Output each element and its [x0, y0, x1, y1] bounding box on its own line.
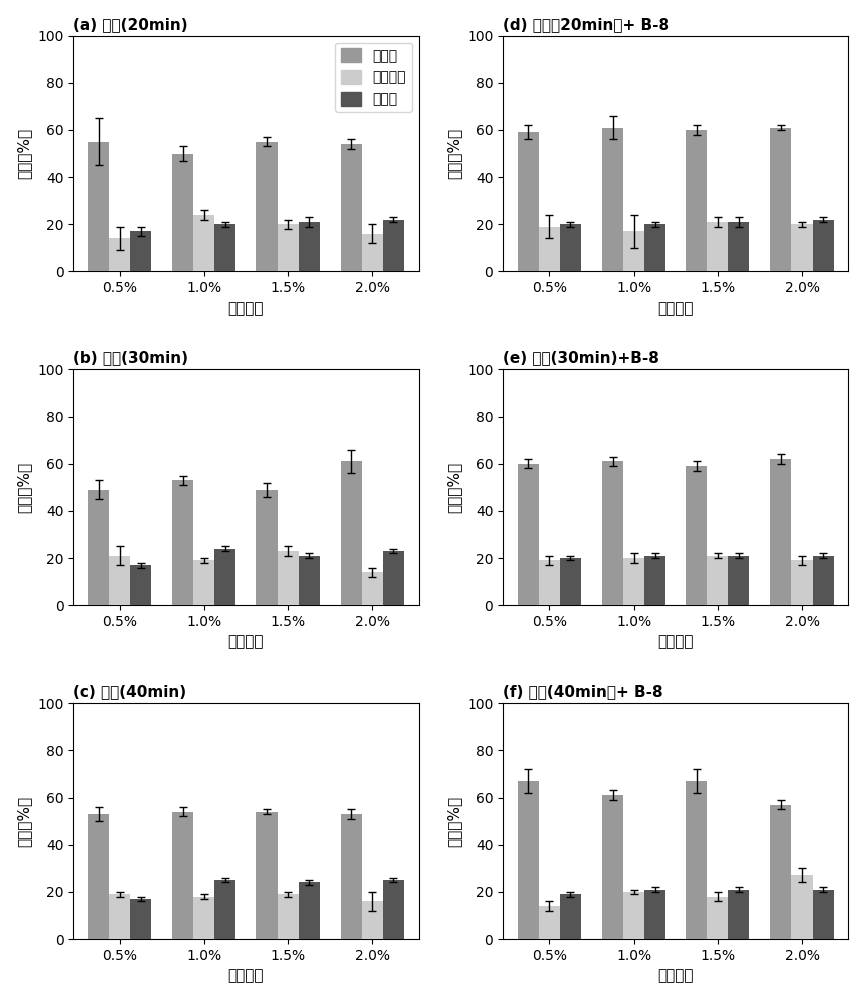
- Bar: [560, 558, 581, 605]
- Bar: [623, 558, 644, 605]
- X-axis label: 硫酸浓度: 硫酸浓度: [657, 968, 694, 983]
- Bar: [686, 130, 708, 271]
- Bar: [383, 551, 404, 605]
- Bar: [298, 882, 320, 939]
- X-axis label: 硫酸浓度: 硫酸浓度: [657, 301, 694, 316]
- Legend: 纤维素, 半纤维素, 木质素: 纤维素, 半纤维素, 木质素: [335, 43, 412, 112]
- Bar: [88, 142, 109, 271]
- Bar: [130, 231, 151, 271]
- Bar: [215, 224, 235, 271]
- Bar: [602, 128, 623, 271]
- Bar: [518, 132, 539, 271]
- Bar: [560, 224, 581, 271]
- Bar: [362, 901, 383, 939]
- Bar: [602, 461, 623, 605]
- Bar: [257, 490, 278, 605]
- Bar: [560, 894, 581, 939]
- X-axis label: 硫酸浓度: 硫酸浓度: [657, 635, 694, 650]
- Bar: [708, 222, 728, 271]
- Y-axis label: 含量（%）: 含量（%）: [16, 462, 32, 513]
- Bar: [602, 795, 623, 939]
- Bar: [518, 464, 539, 605]
- Bar: [644, 224, 665, 271]
- Bar: [215, 549, 235, 605]
- Bar: [791, 224, 812, 271]
- Bar: [362, 234, 383, 271]
- Text: (f) 硫酸(40min）+ B-8: (f) 硫酸(40min）+ B-8: [503, 684, 663, 699]
- Bar: [362, 572, 383, 605]
- Bar: [539, 227, 560, 271]
- Bar: [728, 890, 749, 939]
- Bar: [298, 556, 320, 605]
- Bar: [539, 560, 560, 605]
- Bar: [298, 222, 320, 271]
- Bar: [172, 154, 194, 271]
- Bar: [812, 220, 834, 271]
- Text: (c) 硫酸(40min): (c) 硫酸(40min): [74, 684, 187, 699]
- Bar: [771, 128, 791, 271]
- Bar: [623, 892, 644, 939]
- Bar: [109, 556, 130, 605]
- Bar: [278, 551, 298, 605]
- Bar: [728, 222, 749, 271]
- Text: (e) 硫酸(30min)+B-8: (e) 硫酸(30min)+B-8: [503, 350, 659, 365]
- Bar: [341, 144, 362, 271]
- Bar: [728, 556, 749, 605]
- Bar: [771, 459, 791, 605]
- Bar: [383, 220, 404, 271]
- Bar: [771, 805, 791, 939]
- X-axis label: 硫酸浓度: 硫酸浓度: [227, 635, 264, 650]
- Bar: [109, 894, 130, 939]
- Text: (b) 硫酸(30min): (b) 硫酸(30min): [74, 350, 189, 365]
- Bar: [383, 880, 404, 939]
- Bar: [88, 814, 109, 939]
- Bar: [130, 899, 151, 939]
- Bar: [644, 556, 665, 605]
- Bar: [791, 560, 812, 605]
- Bar: [194, 897, 215, 939]
- Text: (d) 硫酸（20min）+ B-8: (d) 硫酸（20min）+ B-8: [503, 17, 670, 32]
- Bar: [708, 556, 728, 605]
- Bar: [686, 781, 708, 939]
- Bar: [644, 890, 665, 939]
- Bar: [708, 897, 728, 939]
- Bar: [172, 812, 194, 939]
- Bar: [812, 556, 834, 605]
- Bar: [88, 490, 109, 605]
- X-axis label: 硫酸浓度: 硫酸浓度: [227, 968, 264, 983]
- Text: (a) 硫酸(20min): (a) 硫酸(20min): [74, 17, 188, 32]
- Y-axis label: 含量（%）: 含量（%）: [446, 462, 461, 513]
- Bar: [194, 215, 215, 271]
- Y-axis label: 含量（%）: 含量（%）: [16, 128, 32, 179]
- Bar: [215, 880, 235, 939]
- Bar: [278, 224, 298, 271]
- Bar: [130, 565, 151, 605]
- Bar: [791, 875, 812, 939]
- Bar: [194, 560, 215, 605]
- Bar: [686, 466, 708, 605]
- X-axis label: 硫酸浓度: 硫酸浓度: [227, 301, 264, 316]
- Y-axis label: 含量（%）: 含量（%）: [16, 796, 32, 847]
- Bar: [278, 894, 298, 939]
- Bar: [341, 814, 362, 939]
- Bar: [539, 906, 560, 939]
- Bar: [341, 461, 362, 605]
- Bar: [518, 781, 539, 939]
- Bar: [257, 812, 278, 939]
- Y-axis label: 含量（%）: 含量（%）: [446, 796, 461, 847]
- Y-axis label: 含量（%）: 含量（%）: [446, 128, 461, 179]
- Bar: [172, 480, 194, 605]
- Bar: [623, 231, 644, 271]
- Bar: [109, 238, 130, 271]
- Bar: [812, 890, 834, 939]
- Bar: [257, 142, 278, 271]
